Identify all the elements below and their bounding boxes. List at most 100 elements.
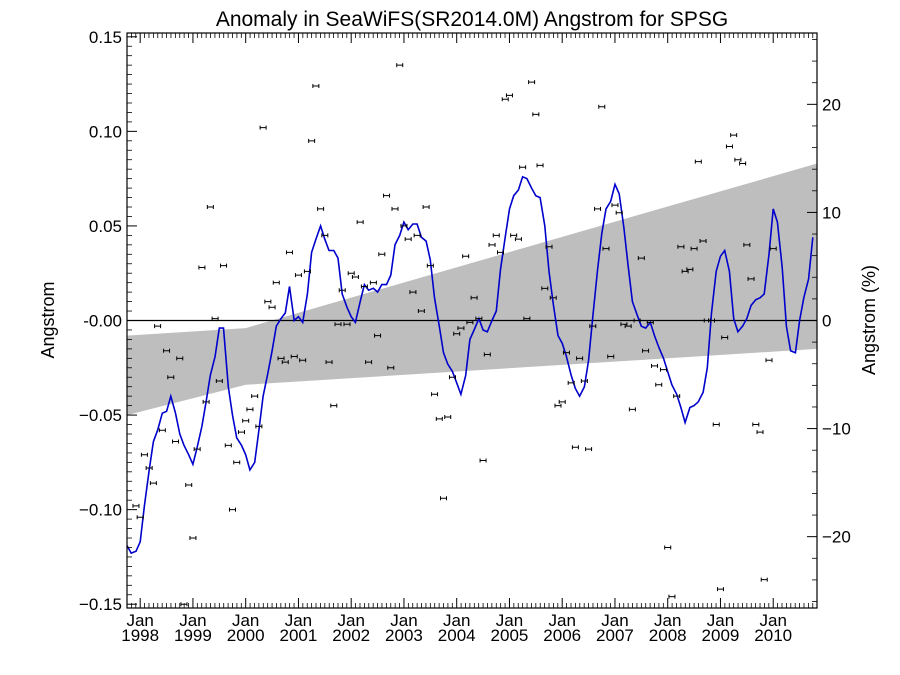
data-point — [132, 503, 140, 508]
x-tick-label-month: Jan — [232, 611, 259, 630]
trend-band — [127, 163, 817, 416]
data-point — [347, 271, 355, 276]
data-point — [246, 407, 254, 412]
data-point — [202, 399, 210, 404]
data-point — [690, 246, 698, 251]
x-tick-label-year: 2004 — [438, 626, 476, 645]
data-point — [338, 288, 346, 293]
y2-tick-label: −20 — [822, 528, 851, 547]
data-point — [163, 348, 171, 353]
data-point — [185, 483, 193, 488]
data-point — [668, 594, 676, 599]
data-point — [528, 80, 536, 85]
data-point — [646, 320, 654, 325]
data-point — [431, 392, 439, 397]
data-point — [308, 138, 316, 143]
data-point — [637, 256, 645, 261]
data-point — [536, 163, 544, 168]
data-point — [514, 237, 522, 242]
y2-tick-label: −10 — [822, 420, 851, 439]
data-point — [532, 112, 540, 117]
data-point — [413, 233, 421, 238]
data-point — [312, 83, 320, 88]
data-point — [158, 428, 166, 433]
data-point — [721, 335, 729, 340]
data-point — [501, 97, 509, 102]
data-point — [686, 267, 694, 272]
data-point — [330, 403, 338, 408]
y-tick-label: 0.10 — [89, 122, 122, 141]
data-point — [628, 407, 636, 412]
y-tick-label: 0.15 — [89, 28, 122, 47]
data-point — [453, 331, 461, 336]
plot-area: Jan1998Jan1999Jan2000Jan2001Jan2002Jan20… — [79, 28, 851, 645]
data-point — [299, 358, 307, 363]
data-point — [325, 360, 333, 365]
data-point — [734, 157, 742, 162]
data-point — [444, 414, 452, 419]
data-point — [594, 206, 602, 211]
x-tick-label-month: Jan — [654, 611, 681, 630]
data-point — [242, 418, 250, 423]
data-point — [383, 193, 391, 198]
data-point — [510, 233, 518, 238]
data-point — [189, 536, 197, 541]
data-point — [611, 203, 619, 208]
data-point — [699, 239, 707, 244]
data-point — [321, 233, 329, 238]
data-point — [417, 309, 425, 314]
data-point — [426, 263, 434, 268]
x-tick-label-month: Jan — [179, 611, 206, 630]
x-tick-label-month: Jan — [496, 611, 523, 630]
data-point — [409, 290, 417, 295]
data-point — [743, 242, 751, 247]
data-point — [229, 507, 237, 512]
data-point — [149, 481, 157, 486]
data-point — [576, 356, 584, 361]
data-point — [215, 379, 223, 384]
data-point — [268, 305, 276, 310]
data-point — [233, 460, 241, 465]
data-point — [172, 439, 180, 444]
data-point — [193, 447, 201, 452]
data-point — [562, 350, 570, 355]
data-point — [145, 466, 153, 471]
data-point — [448, 375, 456, 380]
data-point — [664, 545, 672, 550]
x-tick-label-year: 2003 — [385, 626, 423, 645]
x-tick-label-year: 2008 — [649, 626, 687, 645]
data-point — [541, 286, 549, 291]
data-point — [317, 206, 325, 211]
data-point — [496, 250, 504, 255]
x-tick-label-month: Jan — [601, 611, 628, 630]
data-point — [303, 269, 311, 274]
y-tick-label: −0.05 — [79, 406, 122, 425]
data-point — [272, 280, 280, 285]
data-point — [554, 403, 562, 408]
data-point — [343, 322, 351, 327]
data-point — [760, 577, 768, 582]
data-point — [277, 356, 285, 361]
x-tick-label-year: 2005 — [491, 626, 529, 645]
data-point — [206, 205, 214, 210]
x-tick-label-month: Jan — [390, 611, 417, 630]
y-tick-label: -0.00 — [83, 312, 122, 331]
data-point — [756, 430, 764, 435]
data-point — [435, 416, 443, 421]
data-point — [615, 210, 623, 215]
data-point — [378, 252, 386, 257]
data-point — [462, 254, 470, 259]
data-point — [483, 352, 491, 357]
data-point — [360, 284, 368, 289]
data-point — [176, 356, 184, 361]
data-point — [264, 299, 272, 304]
data-point — [589, 324, 597, 329]
data-point — [285, 250, 293, 255]
data-point — [391, 206, 399, 211]
data-point — [198, 265, 206, 270]
data-point — [387, 365, 395, 370]
data-point — [251, 394, 259, 399]
data-point — [290, 354, 298, 359]
y2-axis-label: Angstrom (%) — [859, 265, 879, 375]
data-point — [470, 295, 478, 300]
